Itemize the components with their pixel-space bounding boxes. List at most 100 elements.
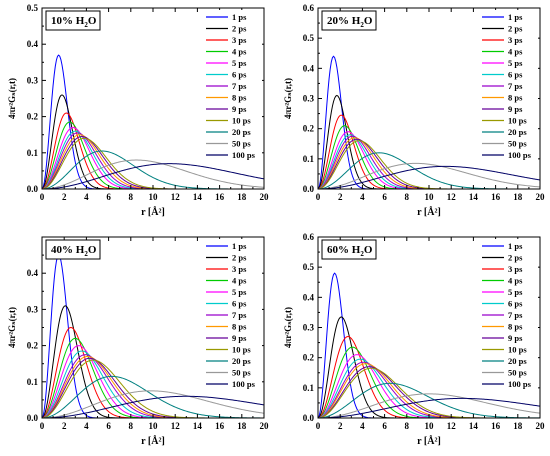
legend-label: 10 ps [508, 345, 527, 355]
y-tick-label: 0.1 [303, 154, 315, 164]
y-tick-label: 0.2 [303, 353, 315, 363]
y-tick-label: 0.3 [27, 304, 39, 314]
y-tick-label: 0.2 [27, 112, 39, 122]
series-line-1ps [318, 55, 540, 189]
series-line-50ps [42, 390, 264, 418]
legend-label: 1 ps [232, 241, 247, 251]
legend [479, 239, 538, 393]
y-tick-label: 0.0 [303, 413, 315, 423]
panel-title: 10% H2O [51, 15, 97, 29]
chart-panel-1: 0 2 4 6 8 10 12 14 16 18 20 0.0 0.1 0.2 0.3 0.4 0.5 r [Å²… [7, 3, 269, 218]
x-tick-label: 6 [106, 421, 111, 431]
y-axis-label: 4πr²Gₛ(r,t) [283, 78, 293, 119]
series-line-1ps [42, 54, 264, 189]
legend-label: 3 ps [508, 35, 523, 45]
series-line-2ps [42, 305, 264, 418]
x-tick-label: 18 [237, 421, 247, 431]
series-line-10ps [42, 359, 264, 418]
panel-title-box [321, 239, 377, 260]
chart-panel-2: 0 2 4 6 8 10 12 14 16 18 20 0.0 0.1 0.2 0.3 0.4 0.5 0.6 r … [283, 3, 545, 218]
x-tick-label: 2 [338, 421, 343, 431]
legend-label: 20 ps [508, 356, 527, 366]
legend-label: 10 ps [508, 116, 527, 126]
legend-label: 5 ps [508, 287, 523, 297]
series-line-3ps [318, 336, 540, 418]
legend-label: 1 ps [508, 12, 523, 22]
legend-label: 4 ps [232, 47, 247, 57]
y-tick-label: 0.0 [27, 413, 39, 423]
series-line-20ps [318, 382, 540, 418]
x-tick-label: 8 [405, 192, 410, 202]
x-tick-label: 12 [171, 421, 181, 431]
legend-label: 20 ps [508, 127, 527, 137]
x-tick-label: 6 [382, 421, 387, 431]
y-tick-label: 0.3 [303, 323, 315, 333]
x-tick-label: 20 [536, 421, 546, 431]
y-tick-label: 0.1 [303, 383, 315, 393]
panel-title-box [45, 10, 101, 31]
legend-label: 2 ps [232, 24, 247, 34]
series-line-3ps [318, 114, 540, 189]
y-axis-label: 4πr²Gₛ(r,t) [7, 307, 17, 348]
y-axis-label: 4πr²Gₛ(r,t) [283, 307, 293, 348]
series-line-50ps [42, 159, 264, 189]
legend-label: 6 ps [508, 299, 523, 309]
x-tick-label: 10 [149, 421, 159, 431]
y-tick-label: 0.1 [27, 148, 39, 158]
x-tick-label: 6 [106, 192, 111, 202]
x-tick-label: 18 [237, 192, 247, 202]
x-tick-label: 12 [447, 192, 457, 202]
x-axis-label: r [Å²] [141, 206, 165, 218]
series-line-3ps [42, 112, 264, 189]
legend-label: 1 ps [508, 241, 523, 251]
legend-label: 8 ps [508, 322, 523, 332]
x-tick-label: 20 [260, 421, 270, 431]
x-tick-label: 0 [40, 421, 45, 431]
x-tick-label: 10 [425, 421, 435, 431]
legend-label: 1 ps [232, 12, 247, 22]
series-line-100ps [318, 397, 540, 418]
series-line-50ps [318, 393, 540, 418]
legend-label: 100 ps [508, 150, 532, 160]
x-tick-label: 8 [405, 421, 410, 431]
x-tick-label: 16 [215, 192, 225, 202]
legend-label: 3 ps [232, 264, 247, 274]
y-tick-label: 0.3 [303, 94, 315, 104]
y-tick-label: 0.5 [303, 33, 315, 43]
legend [203, 10, 262, 164]
y-tick-label: 0.2 [303, 124, 315, 134]
legend-label: 20 ps [232, 356, 251, 366]
legend-label: 100 ps [232, 379, 256, 389]
legend-label: 3 ps [508, 264, 523, 274]
series-line-1ps [318, 272, 540, 418]
y-tick-label: 0.6 [303, 232, 315, 242]
legend-label: 2 ps [508, 24, 523, 34]
legend-label: 50 ps [508, 139, 527, 149]
y-tick-label: 0.1 [27, 377, 39, 387]
legend-label: 50 ps [508, 368, 527, 378]
series-line-9ps [318, 366, 540, 418]
legend-label: 9 ps [232, 333, 247, 343]
panel-title-box [45, 239, 101, 260]
series-line-1ps [42, 254, 264, 418]
chart-panel-4: 0 2 4 6 8 10 12 14 16 18 20 0.0 0.1 0.2 0.3 0.4 0.5 0.6 r … [283, 232, 545, 447]
legend-label: 6 ps [508, 70, 523, 80]
legend-label: 50 ps [232, 139, 251, 149]
y-tick-label: 0.5 [27, 3, 39, 13]
x-tick-label: 10 [149, 192, 159, 202]
y-tick-label: 0.2 [27, 341, 39, 351]
series-line-20ps [42, 375, 264, 418]
series-line-100ps [318, 165, 540, 189]
y-tick-label: 0.5 [303, 262, 315, 272]
x-tick-label: 4 [84, 192, 89, 202]
legend-label: 8 ps [232, 93, 247, 103]
series-line-2ps [42, 94, 264, 189]
x-axis-label: r [Å²] [417, 206, 441, 218]
x-tick-label: 8 [129, 192, 134, 202]
legend-label: 10 ps [232, 116, 251, 126]
x-tick-label: 20 [260, 192, 270, 202]
x-tick-label: 4 [360, 421, 365, 431]
x-tick-label: 16 [491, 192, 501, 202]
y-tick-label: 0.3 [27, 75, 39, 85]
x-tick-label: 0 [316, 421, 321, 431]
